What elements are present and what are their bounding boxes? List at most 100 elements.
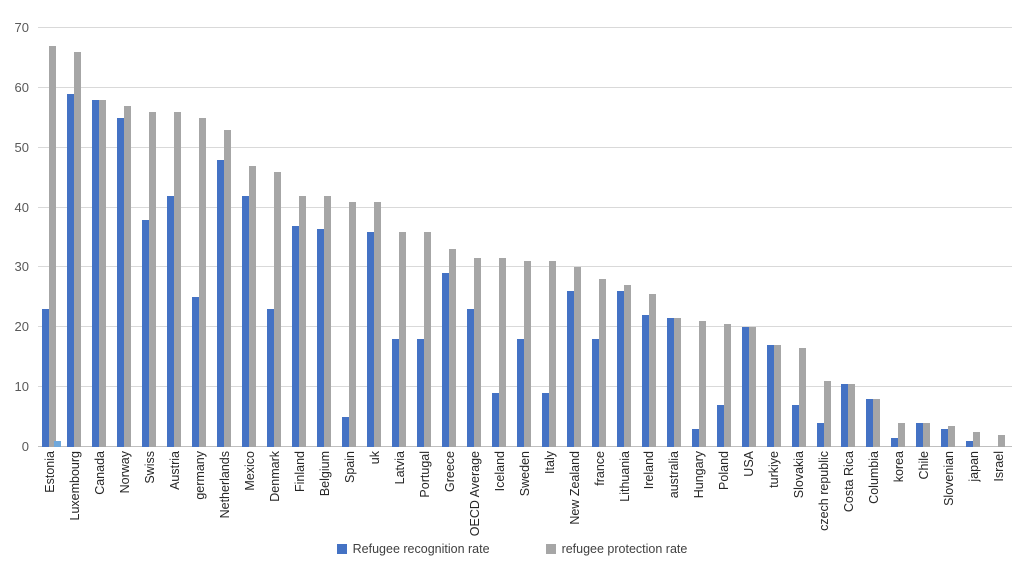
x-label-cell: Belgium <box>313 451 338 496</box>
x-label-turkiye: turkiye <box>767 451 782 488</box>
recognition-bar-canada <box>92 99 100 447</box>
x-label-greece: Greece <box>442 451 457 492</box>
x-label-cell: Finland <box>288 451 313 492</box>
protection-bar-ireland <box>648 294 656 447</box>
protection-bar-swiss <box>149 111 157 447</box>
x-label-cell: Sweden <box>512 451 537 496</box>
x-label-cell: Hungary <box>687 451 712 498</box>
bar-group-estonia <box>38 28 63 447</box>
x-label-cell: Slovakia <box>787 451 812 498</box>
bar-group-netherlands <box>213 28 238 447</box>
bar-group-iceland <box>487 28 512 447</box>
x-label-belgium: Belgium <box>317 451 332 497</box>
bar-group-swiss <box>138 28 163 447</box>
bar-group-finland <box>288 28 313 447</box>
protection-bar-columbia <box>873 399 881 447</box>
legend-label-protection: refugee protection rate <box>561 542 688 556</box>
protection-bar-spain <box>349 201 357 447</box>
recognition-bar-sweden <box>516 339 524 447</box>
x-label-new-zealand: New Zealand <box>567 451 582 525</box>
bar-group-mexico <box>238 28 263 447</box>
bar-group-korea <box>887 28 912 447</box>
recognition-bar-ireland <box>641 315 649 447</box>
protection-bar-usa <box>748 327 756 447</box>
recognition-bar-denmark <box>267 309 275 447</box>
recognition-bar-new-zealand <box>566 291 574 447</box>
recognition-bar-czech-republic <box>816 423 824 447</box>
legend-label-recognition: Refugee recognition rate <box>352 542 490 556</box>
recognition-bar-usa <box>741 327 749 447</box>
gridline-60 <box>38 86 1012 88</box>
x-label-cell: Swiss <box>138 451 163 484</box>
x-label-mexico: Mexico <box>242 451 257 491</box>
x-label-portugal: Portugal <box>417 451 432 498</box>
protection-bar-netherlands <box>224 129 232 447</box>
x-label-france: france <box>592 451 607 486</box>
bar-group-poland <box>712 28 737 447</box>
bar-group-norway <box>113 28 138 447</box>
bar-group-australia <box>662 28 687 447</box>
protection-bar-iceland <box>498 258 506 447</box>
recognition-bar-swiss <box>142 219 150 447</box>
recognition-bar-estonia <box>42 309 50 447</box>
recognition-bar-france <box>591 339 599 447</box>
x-label-uk: uk <box>367 451 382 465</box>
recognition-bar-slovenian <box>941 429 949 447</box>
x-axis: Estonia Luxembourg Canada Norway Swiss Austri… <box>38 451 1012 536</box>
x-label-australia: australia <box>667 451 682 499</box>
y-tick-label-70: 70 <box>14 20 29 35</box>
protection-bar-norway <box>124 105 132 447</box>
recognition-bar-oecd-average <box>466 309 474 447</box>
x-label-cell: Greece <box>438 451 463 492</box>
bar-group-latvia <box>388 28 413 447</box>
recognition-bar-austria <box>167 195 175 447</box>
protection-bar-finland <box>299 195 307 447</box>
x-label-cell: Slovenian <box>937 451 962 506</box>
protection-bar-slovenian <box>948 426 956 447</box>
bar-group-portugal <box>413 28 438 447</box>
extra-bar-estonia <box>54 441 62 447</box>
recognition-bar-norway <box>117 117 125 447</box>
x-label-cell: france <box>587 451 612 486</box>
protection-bar-germany <box>199 117 207 447</box>
x-label-germany: germany <box>193 451 208 500</box>
bar-group-italy <box>537 28 562 447</box>
bar-group-slovenian <box>937 28 962 447</box>
bar-group-luxembourg <box>63 28 88 447</box>
x-label-cell: Poland <box>712 451 737 490</box>
x-label-estonia: Estonia <box>43 451 58 493</box>
protection-bar-mexico <box>249 165 257 447</box>
protection-bar-japan <box>973 432 981 447</box>
bar-group-spain <box>338 28 363 447</box>
x-label-cell: Denmark <box>263 451 288 502</box>
x-label-cell: Lithuania <box>612 451 637 502</box>
protection-bar-australia <box>673 318 681 447</box>
bar-group-costa-rica <box>837 28 862 447</box>
protection-bar-costa-rica <box>848 384 856 447</box>
recognition-bar-columbia <box>866 399 874 447</box>
bar-group-chile <box>912 28 937 447</box>
recognition-bar-italy <box>541 393 549 447</box>
bar-group-germany <box>188 28 213 447</box>
recognition-bar-hungary <box>691 429 699 447</box>
recognition-bar-lithuania <box>616 291 624 447</box>
bar-group-columbia <box>862 28 887 447</box>
x-label-luxembourg: Luxembourg <box>68 451 83 521</box>
x-label-japan: japan <box>967 451 982 482</box>
x-label-slovakia: Slovakia <box>792 451 807 499</box>
x-label-cell: Ireland <box>637 451 662 489</box>
bar-group-belgium <box>313 28 338 447</box>
recognition-bar-slovakia <box>791 405 799 447</box>
x-label-cell: New Zealand <box>562 451 587 525</box>
protection-bar-belgium <box>324 195 332 447</box>
x-label-cell: Austria <box>163 451 188 490</box>
bar-group-oecd-average <box>462 28 487 447</box>
x-label-iceland: Iceland <box>492 451 507 492</box>
x-label-norway: Norway <box>118 451 133 494</box>
x-label-latvia: Latvia <box>392 451 407 485</box>
x-label-finland: Finland <box>292 451 307 492</box>
protection-bar-estonia <box>49 45 57 447</box>
recognition-bar-luxembourg <box>67 93 75 447</box>
recognition-bar-netherlands <box>217 159 225 447</box>
legend-item-protection: refugee protection rate <box>545 542 688 556</box>
